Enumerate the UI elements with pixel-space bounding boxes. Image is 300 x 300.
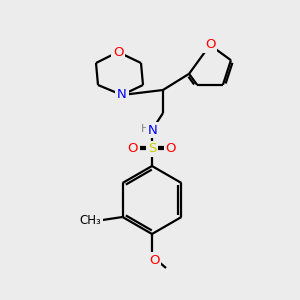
Text: S: S [148,142,156,155]
Text: O: O [113,46,123,59]
Text: O: O [128,142,138,155]
Text: O: O [149,254,159,266]
Text: N: N [117,88,127,101]
Text: H: H [141,124,149,134]
Text: N: N [148,124,158,136]
Text: CH₃: CH₃ [80,214,101,226]
Text: O: O [205,38,215,52]
Text: O: O [166,142,176,155]
